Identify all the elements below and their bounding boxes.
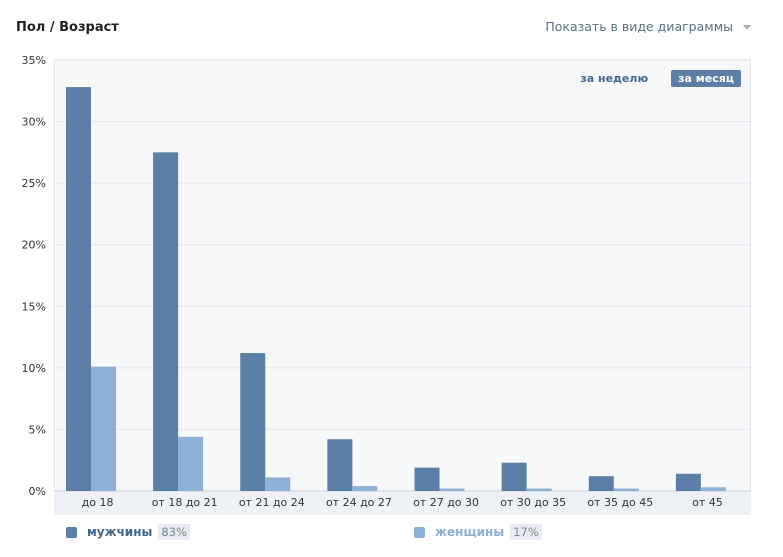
- legend-item-female[interactable]: женщины 17%: [414, 524, 542, 540]
- bar-male: [501, 462, 527, 491]
- y-tick-label: 30%: [22, 116, 46, 129]
- chart-legend: мужчины 83% женщины 17%: [0, 524, 783, 544]
- bar-male: [240, 353, 266, 491]
- period-switch: за неделю за месяц: [573, 70, 741, 87]
- x-tick-label: от 24 до 27: [326, 496, 392, 509]
- period-month-button[interactable]: за месяц: [671, 70, 741, 87]
- y-tick-label: 35%: [22, 54, 46, 67]
- bar-female: [265, 477, 291, 491]
- legend-percent-female: 17%: [510, 524, 542, 540]
- bar-female: [352, 486, 378, 491]
- page-title: Пол / Возраст: [16, 20, 119, 35]
- bar-male: [675, 473, 701, 491]
- bar-male: [588, 476, 614, 491]
- bar-female: [178, 436, 204, 491]
- x-tick-label: от 21 до 24: [239, 496, 305, 509]
- x-tick-label: от 18 до 21: [152, 496, 218, 509]
- bar-male: [153, 152, 179, 491]
- chevron-down-icon: [743, 25, 751, 30]
- x-tick-label: до 18: [82, 496, 114, 509]
- x-tick-label: от 45: [692, 496, 723, 509]
- legend-swatch-male: [66, 526, 77, 538]
- chart-view-label: Показать в виде диаграммы: [545, 19, 733, 34]
- bar-female: [526, 488, 552, 491]
- y-tick-label: 5%: [29, 423, 46, 436]
- y-tick-label: 10%: [22, 362, 46, 375]
- y-tick-label: 25%: [22, 177, 46, 190]
- y-tick-label: 0%: [29, 485, 46, 498]
- period-week-button[interactable]: за неделю: [580, 72, 649, 85]
- legend-swatch-female: [414, 526, 425, 538]
- y-tick-label: 15%: [22, 300, 46, 313]
- legend-label-male: мужчины: [87, 525, 153, 539]
- legend-percent-male: 83%: [158, 524, 190, 540]
- bar-male: [327, 439, 353, 491]
- bar-male: [414, 467, 440, 491]
- bar-female: [91, 366, 116, 491]
- x-axis-band: [54, 491, 751, 515]
- bar-female: [613, 488, 639, 491]
- y-tick-label: 20%: [22, 239, 46, 252]
- legend-label-female: женщины: [435, 525, 505, 539]
- bar-male: [66, 87, 91, 491]
- legend-item-male[interactable]: мужчины 83%: [66, 524, 190, 540]
- bar-female: [439, 488, 465, 491]
- chart-view-dropdown[interactable]: Показать в виде диаграммы: [545, 19, 751, 34]
- x-tick-label: от 35 до 45: [587, 496, 653, 509]
- bar-female: [700, 487, 726, 491]
- x-tick-label: от 27 до 30: [413, 496, 479, 509]
- x-tick-label: от 30 до 35: [500, 496, 566, 509]
